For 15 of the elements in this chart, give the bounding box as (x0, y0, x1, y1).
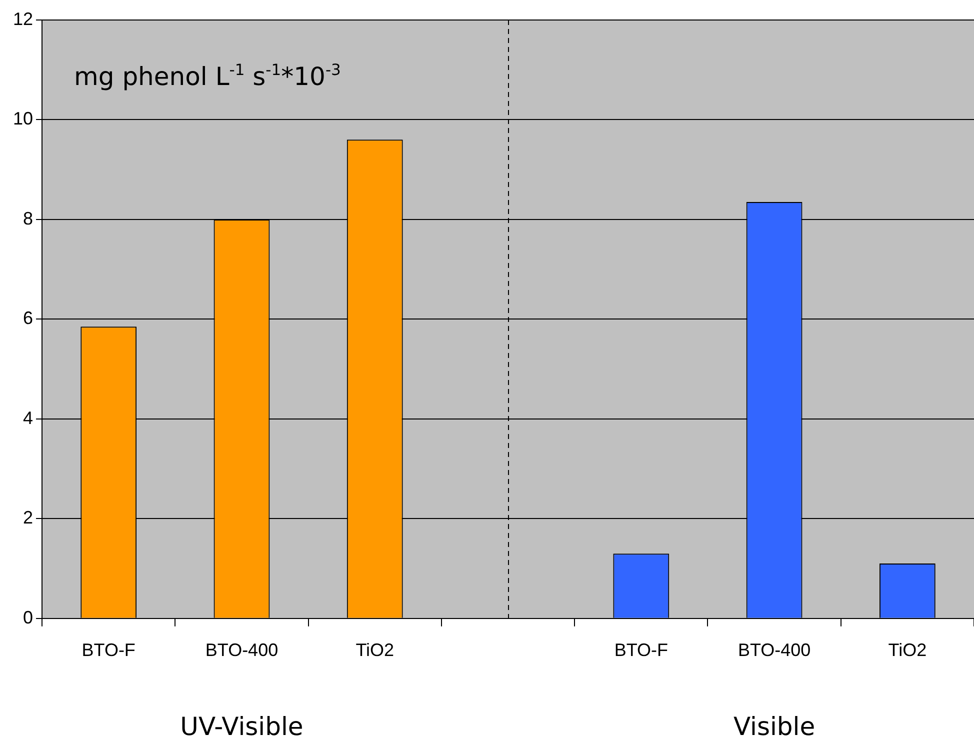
y-tick-label: 0 (23, 607, 34, 628)
x-tick-label: TiO2 (356, 640, 394, 660)
text: Visible (733, 712, 816, 741)
y-tick-label: 12 (12, 8, 34, 29)
x-tick-label: TiO2 (888, 640, 927, 660)
y-tick-label: 6 (23, 308, 34, 328)
y-tick-label: 10 (12, 108, 34, 129)
x-tick-label: BTO-400 (738, 640, 811, 660)
y-tick-label: 8 (23, 208, 34, 228)
text: UV-Visible (180, 712, 304, 741)
x-tick-label: BTO-F (82, 640, 136, 660)
y-tick-label: 2 (23, 508, 34, 528)
y-tick-label: 4 (23, 408, 34, 428)
x-tick-label: BTO-400 (205, 640, 278, 660)
x-tick-label: BTO-F (614, 640, 668, 660)
